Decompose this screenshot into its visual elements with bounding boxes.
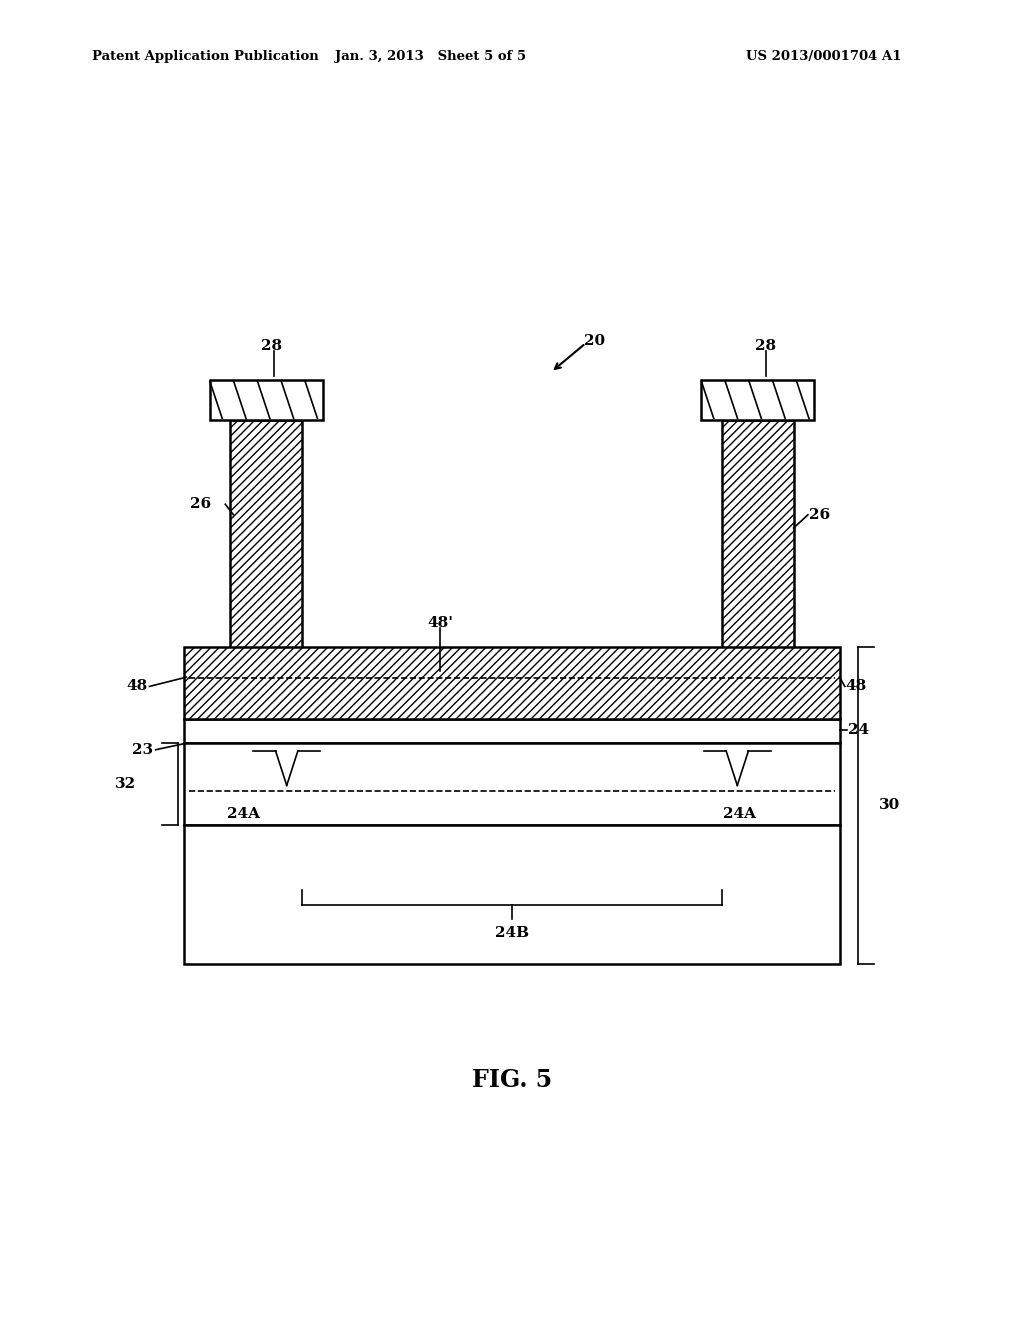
Text: 30: 30 xyxy=(879,799,900,812)
Text: 20: 20 xyxy=(584,334,605,347)
Text: 24A: 24A xyxy=(723,807,756,821)
Text: 48: 48 xyxy=(846,680,867,693)
Text: 26: 26 xyxy=(809,508,830,521)
Bar xyxy=(184,647,840,719)
Bar xyxy=(184,743,840,825)
Text: 28: 28 xyxy=(261,339,283,352)
Text: Patent Application Publication: Patent Application Publication xyxy=(92,50,318,63)
Bar xyxy=(701,380,814,420)
Text: 24A: 24A xyxy=(227,807,260,821)
Text: 24: 24 xyxy=(848,723,869,737)
Bar xyxy=(184,719,840,743)
Text: 26: 26 xyxy=(190,498,212,511)
Text: 28: 28 xyxy=(755,339,776,352)
Text: FIG. 5: FIG. 5 xyxy=(472,1068,552,1092)
Text: 24B: 24B xyxy=(495,927,529,940)
Bar xyxy=(184,825,840,964)
Text: 48': 48' xyxy=(427,616,454,630)
Text: 32: 32 xyxy=(115,777,136,791)
Bar xyxy=(230,420,302,710)
Text: 23: 23 xyxy=(132,743,154,756)
Bar xyxy=(210,380,323,420)
Bar xyxy=(722,420,794,710)
Text: Jan. 3, 2013   Sheet 5 of 5: Jan. 3, 2013 Sheet 5 of 5 xyxy=(335,50,525,63)
Text: US 2013/0001704 A1: US 2013/0001704 A1 xyxy=(745,50,901,63)
Text: 48: 48 xyxy=(126,680,147,693)
